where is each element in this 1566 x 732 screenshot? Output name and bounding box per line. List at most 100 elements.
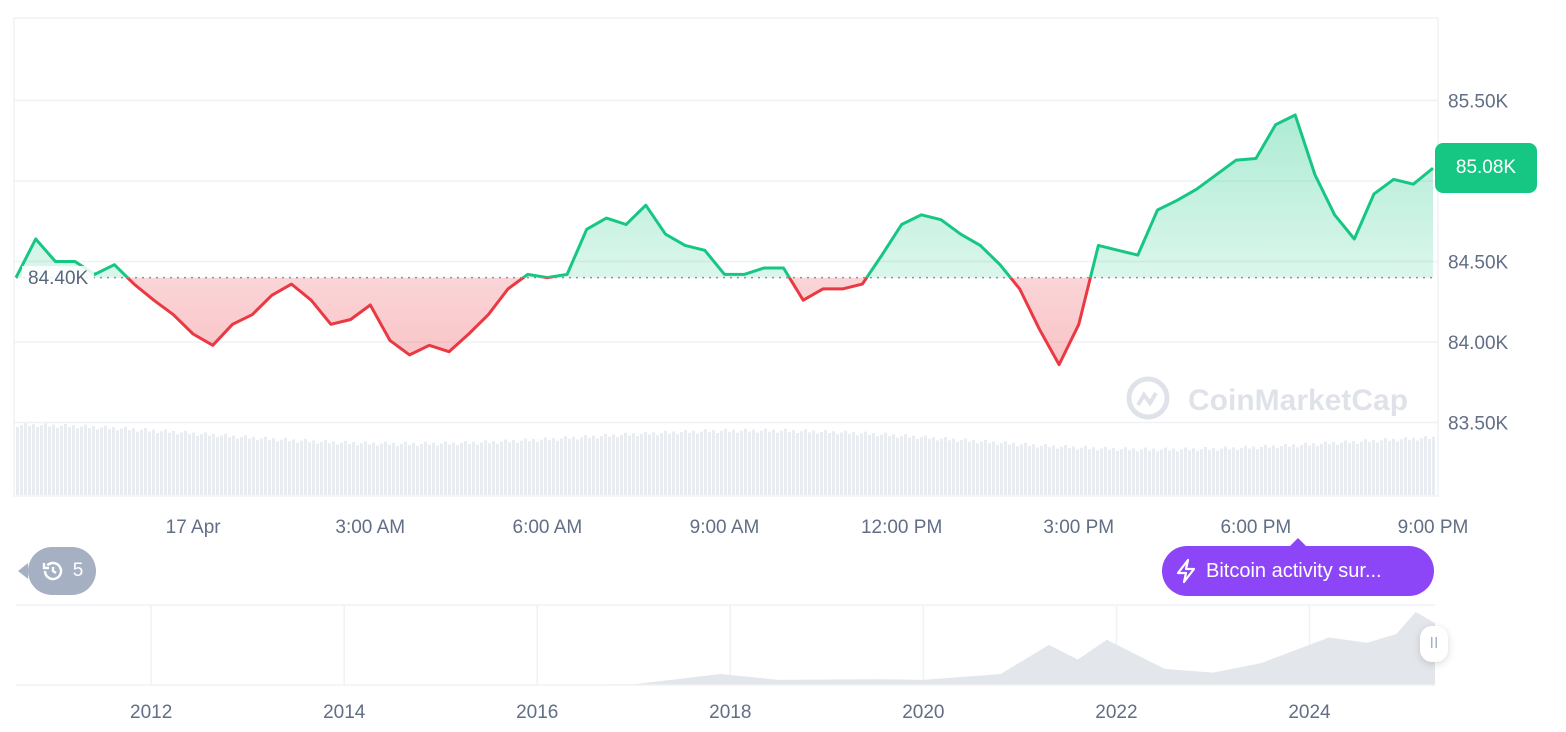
navigator-handle[interactable]: II (1420, 626, 1448, 662)
volume-bar (516, 442, 519, 495)
volume-bar (152, 429, 155, 495)
volume-bar (840, 432, 843, 495)
volume-bar (1188, 450, 1191, 495)
volume-bar (168, 432, 171, 495)
navigator-year-label: 2014 (323, 702, 366, 723)
volume-bar (520, 440, 523, 495)
x-tick-label: 17 Apr (166, 517, 222, 538)
volume-bar (156, 432, 159, 495)
volume-bar (1244, 445, 1247, 495)
volume-bar (936, 440, 939, 495)
volume-bar (1132, 448, 1135, 495)
volume-bar (48, 426, 51, 495)
volume-bar (316, 443, 319, 495)
volume-bar (724, 428, 727, 495)
volume-bar (792, 429, 795, 495)
volume-bar (84, 424, 87, 495)
volume-bar (476, 444, 479, 495)
volume-bar (916, 438, 919, 495)
volume-bar (360, 443, 363, 495)
volume-bar (484, 440, 487, 495)
volume-bar (1404, 437, 1407, 495)
x-tick-label: 12:00 PM (861, 517, 942, 538)
volume-bar (80, 426, 83, 495)
volume-bar (580, 437, 583, 495)
volume-bar (68, 427, 71, 495)
volume-bar (980, 441, 983, 495)
volume-bar (1280, 446, 1283, 495)
volume-bar (728, 431, 731, 495)
history-icon (42, 561, 62, 581)
volume-bar (216, 437, 219, 495)
volume-bar (860, 433, 863, 495)
navigator-year-label: 2020 (902, 702, 944, 723)
volume-bar (996, 444, 999, 495)
volume-bar (788, 431, 791, 495)
volume-bar (136, 431, 139, 495)
volume-bar (640, 433, 643, 495)
volume-bar (1312, 443, 1315, 495)
volume-bar (1260, 447, 1263, 495)
price-line-down (16, 277, 1092, 367)
navigator-year-label: 2022 (1095, 702, 1137, 723)
volume-bar (1156, 451, 1159, 495)
area-above-baseline (16, 115, 1433, 278)
volume-bar (32, 424, 35, 495)
volume-bar (56, 427, 59, 495)
volume-bar (752, 429, 755, 495)
volume-bar (1256, 449, 1259, 495)
volume-bar (564, 436, 567, 495)
volume-bar (1388, 440, 1391, 495)
history-button[interactable]: 5 (18, 547, 96, 595)
volume-bar (604, 433, 607, 495)
volume-bar (372, 442, 375, 495)
volume-bar (1064, 445, 1067, 495)
volume-bar (1028, 445, 1031, 495)
volume-bar (1212, 447, 1215, 495)
pause-icon: II (1429, 635, 1439, 652)
volume-bar (612, 434, 615, 495)
volume-bar (836, 434, 839, 495)
volume-bar (52, 424, 55, 495)
volume-bar (124, 426, 127, 495)
volume-bar (1348, 443, 1351, 495)
volume-bar (828, 433, 831, 495)
volume-bar (1320, 443, 1323, 495)
volume-bar (540, 439, 543, 495)
volume-bar (1096, 450, 1099, 495)
volume-bar (676, 434, 679, 495)
volume-bar (232, 435, 235, 495)
x-tick-label: 9:00 PM (1398, 517, 1469, 538)
volume-bar (120, 428, 123, 495)
volume-bar (272, 438, 275, 495)
volume-bar (1176, 451, 1179, 495)
plot-frame (13, 17, 1439, 497)
volume-bar (16, 427, 19, 495)
volume-bar (1036, 447, 1039, 495)
volume-bar (560, 438, 563, 495)
volume-bar (576, 439, 579, 495)
volume-bar (464, 440, 467, 495)
volume-bar (616, 437, 619, 495)
volume-bar (356, 445, 359, 495)
volume-bar (220, 435, 223, 495)
volume-bar (1216, 450, 1219, 495)
volume-bar (652, 432, 655, 495)
volume-bar (944, 436, 947, 495)
volume-bar (1392, 438, 1395, 495)
volume-bar (924, 435, 927, 495)
volume-bar (172, 431, 175, 495)
volume-bar (1076, 449, 1079, 495)
volume-bar (508, 442, 511, 495)
volume-bar (968, 441, 971, 495)
volume-bar (1368, 441, 1371, 495)
news-event-pill[interactable]: Bitcoin activity sur... (1162, 538, 1434, 596)
volume-bar (284, 437, 287, 495)
volume-bar (872, 433, 875, 495)
volume-bar (1196, 451, 1199, 495)
volume-bar (480, 442, 483, 495)
volume-bars (16, 423, 1435, 495)
volume-bar (976, 443, 979, 495)
volume-bar (868, 434, 871, 495)
